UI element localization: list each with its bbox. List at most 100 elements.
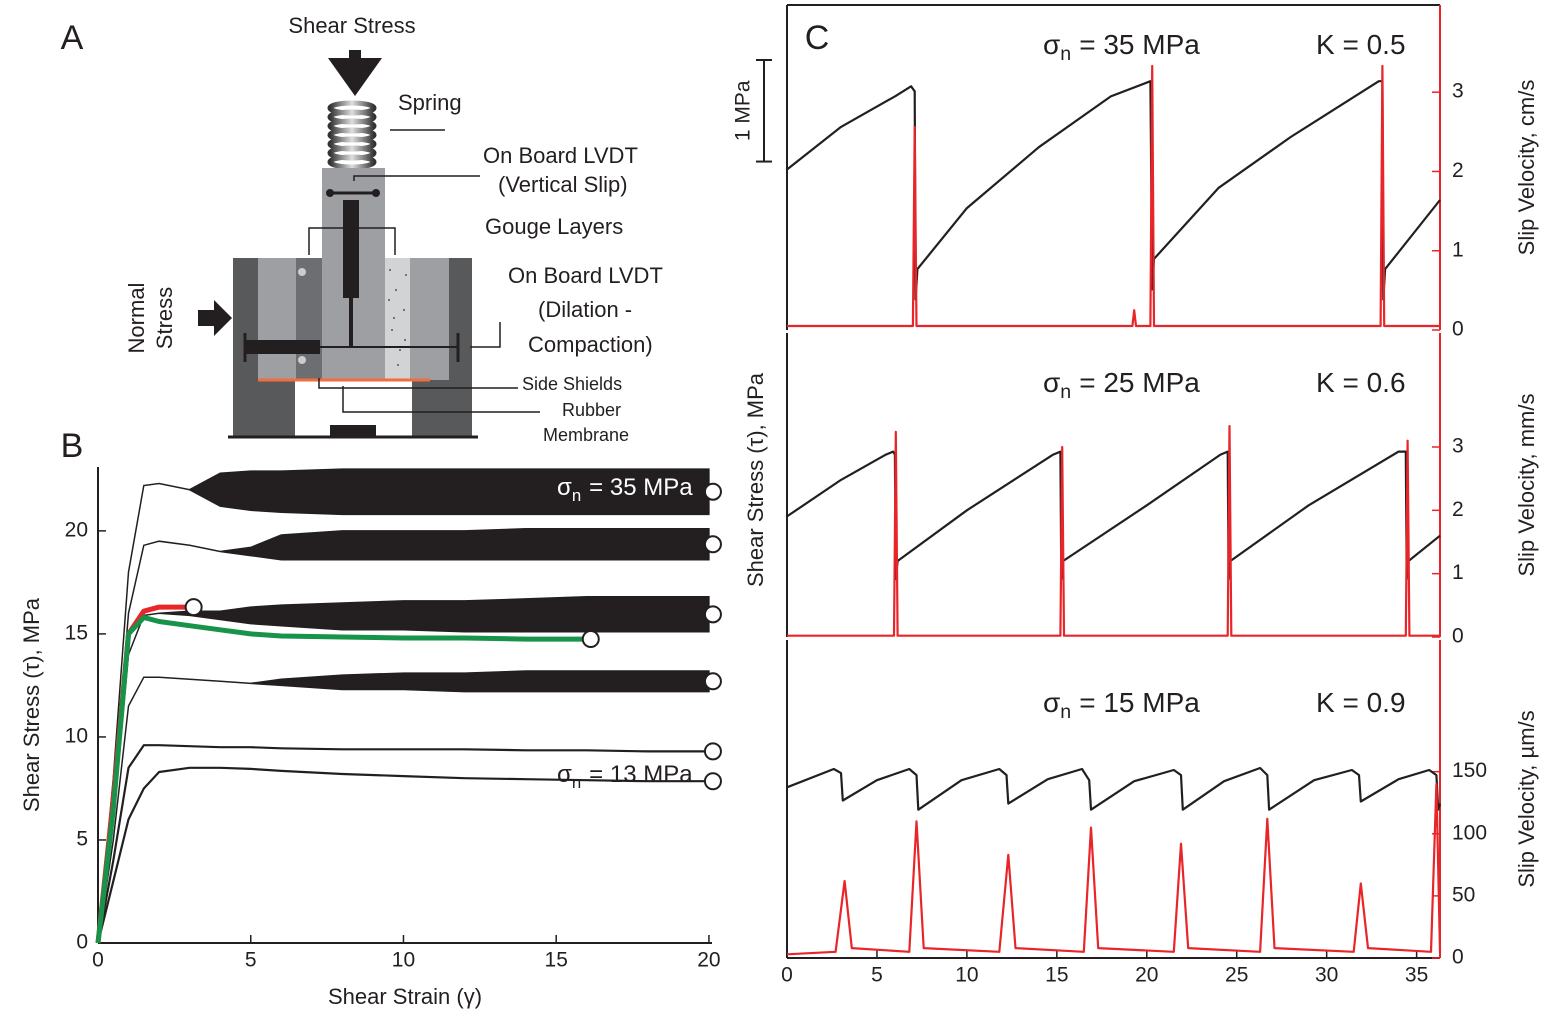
gouge-grains bbox=[388, 269, 407, 366]
annotation: K = 0.9 bbox=[1316, 687, 1406, 718]
shear-arrow-shaft bbox=[349, 50, 361, 60]
pin bbox=[298, 268, 306, 276]
diagram-label: Shear Stress bbox=[288, 13, 415, 38]
diagram-label: Side Shields bbox=[522, 374, 622, 394]
y2-tick-label: 1 bbox=[1452, 238, 1464, 261]
y2-tick-label: 100 bbox=[1452, 821, 1487, 844]
support-leg bbox=[233, 380, 295, 437]
annotation-text: = 35 MPa bbox=[589, 474, 693, 501]
gouge-layer bbox=[385, 258, 410, 380]
data-line bbox=[96, 744, 709, 944]
annotation-text: K = 0.6 bbox=[1316, 367, 1406, 398]
data-line bbox=[786, 766, 1442, 811]
y-tick-label: 0 bbox=[76, 931, 88, 954]
panel-label: B bbox=[61, 427, 84, 465]
diagram-label: Compaction) bbox=[528, 332, 653, 357]
annotation: σn = 35 MPa bbox=[557, 474, 693, 505]
end-marker bbox=[703, 672, 722, 691]
data-line bbox=[786, 783, 1442, 956]
x-tick-label: 35 bbox=[1405, 964, 1428, 987]
annotation-subscript: n bbox=[1060, 701, 1071, 723]
annotation-text: = 25 MPa bbox=[1079, 367, 1200, 398]
x-axis-label: Shear Strain (γ) bbox=[328, 984, 482, 1009]
annotation-symbol: σ bbox=[1043, 367, 1060, 398]
x-tick-label: 25 bbox=[1225, 964, 1248, 987]
diagram-label: (Dilation - bbox=[538, 297, 632, 322]
y-tick-label: 20 bbox=[65, 518, 88, 541]
end-marker bbox=[184, 598, 203, 617]
end-marker bbox=[703, 535, 722, 554]
lvdt-pin bbox=[372, 189, 380, 197]
diagram-label: (Vertical Slip) bbox=[498, 172, 628, 197]
y-tick-label: 5 bbox=[76, 828, 88, 851]
annotation: σn = 35 MPa bbox=[1043, 29, 1200, 65]
y-tick-label: 15 bbox=[65, 621, 88, 644]
annotation: K = 0.6 bbox=[1316, 367, 1406, 398]
y-axis-label: Shear Stress (τ), MPa bbox=[19, 597, 44, 812]
annotation-text: = 15 MPa bbox=[1079, 687, 1200, 718]
data-line bbox=[96, 766, 709, 944]
diagram-label: Membrane bbox=[543, 425, 629, 445]
y2-tick-label: 0 bbox=[1452, 318, 1464, 341]
end-marker bbox=[703, 772, 722, 791]
annotation-symbol: σ bbox=[1043, 29, 1060, 60]
diagram-label: Stress bbox=[152, 287, 177, 349]
leader-lines bbox=[308, 129, 540, 413]
x-tick-label: 10 bbox=[392, 949, 415, 972]
diagram-label: Spring bbox=[398, 90, 462, 115]
y-tick-label: 10 bbox=[65, 724, 88, 747]
apparatus-diagram bbox=[198, 50, 540, 439]
y2-axis-label: Slip Velocity, cm/s bbox=[1514, 80, 1539, 256]
data-line bbox=[787, 425, 1440, 637]
annotation: σn = 15 MPa bbox=[1043, 687, 1200, 723]
y2-tick-label: 0 bbox=[1452, 625, 1464, 648]
horizontal-lvdt bbox=[245, 340, 320, 354]
shear-arrow-head bbox=[328, 58, 382, 96]
annotation-subscript: n bbox=[572, 486, 581, 505]
data-line bbox=[95, 614, 587, 944]
annotation: σn = 13 MPa bbox=[557, 761, 693, 792]
y2-tick-label: 0 bbox=[1452, 946, 1464, 969]
annotation-symbol: σ bbox=[557, 761, 572, 788]
diagram-label: Gouge Layers bbox=[485, 214, 623, 239]
annotation-subscript: n bbox=[1060, 381, 1071, 403]
scale-bar-label: 1 MPa bbox=[732, 80, 755, 141]
support-leg bbox=[412, 380, 472, 437]
annotation-text: = 35 MPa bbox=[1079, 29, 1200, 60]
y2-tick-label: 3 bbox=[1452, 80, 1464, 103]
annotation-subscript: n bbox=[572, 773, 581, 792]
spring bbox=[327, 100, 377, 170]
x-tick-label: 0 bbox=[781, 964, 793, 987]
annotation-symbol: σ bbox=[1043, 687, 1060, 718]
diagram-label: Normal bbox=[124, 283, 149, 354]
x-tick-label: 20 bbox=[1135, 964, 1158, 987]
y2-tick-label: 2 bbox=[1452, 159, 1464, 182]
stick-slip-band bbox=[97, 528, 710, 944]
data-line bbox=[787, 64, 1440, 328]
x-tick-label: 10 bbox=[955, 964, 978, 987]
vertical-lvdt-rod bbox=[349, 298, 353, 346]
x-tick-label: 0 bbox=[92, 949, 104, 972]
pin bbox=[298, 356, 306, 364]
annotation-text: K = 0.9 bbox=[1316, 687, 1406, 718]
end-marker bbox=[703, 482, 722, 501]
y2-tick-label: 1 bbox=[1452, 561, 1464, 584]
x-tick-label: 30 bbox=[1315, 964, 1338, 987]
annotation: K = 0.5 bbox=[1316, 29, 1406, 60]
x-tick-label: 15 bbox=[1045, 964, 1068, 987]
y2-axis-label: Slip Velocity, mm/s bbox=[1514, 394, 1539, 577]
x-tick-label: 20 bbox=[697, 949, 720, 972]
end-marker bbox=[581, 630, 600, 649]
panel-label: C bbox=[805, 19, 830, 57]
y2-axis-label: Slip Velocity, µm/s bbox=[1514, 710, 1539, 887]
y2-tick-label: 2 bbox=[1452, 498, 1464, 521]
data-line bbox=[786, 80, 1441, 301]
end-marker bbox=[703, 605, 722, 624]
annotation-symbol: σ bbox=[557, 474, 572, 501]
annotation: σn = 25 MPa bbox=[1043, 367, 1200, 403]
annotation-subscript: n bbox=[1060, 43, 1071, 65]
x-tick-label: 5 bbox=[245, 949, 257, 972]
stick-slip-band bbox=[97, 670, 710, 944]
base-block bbox=[330, 425, 376, 437]
